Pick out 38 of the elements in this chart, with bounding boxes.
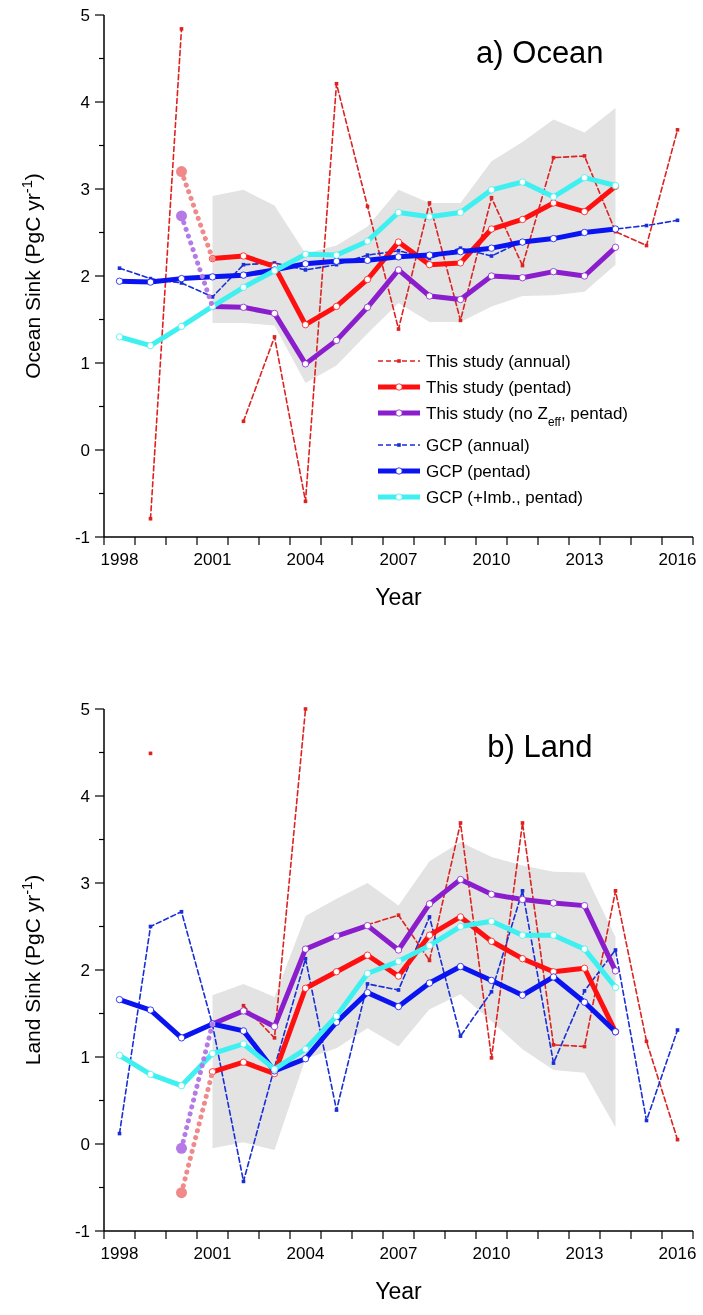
y-tick-label: 2 (80, 960, 90, 980)
x-tick-label: 2013 (565, 1244, 604, 1263)
y-tick-label: 2 (80, 266, 90, 286)
y-tick-label: 5 (80, 5, 90, 25)
x-tick-label: 2004 (286, 1244, 325, 1263)
x-tick-label: 2001 (193, 1244, 232, 1263)
legend-label: GCP (+Imb., pentad) (426, 487, 584, 507)
legend-label: This study (no Z$_{eff}$, pentad) (426, 403, 628, 429)
y-tick-label: 3 (80, 873, 90, 893)
x-axis-title: Year (375, 584, 423, 610)
text: a) Ocean (476, 35, 604, 70)
x-tick-label: 2010 (472, 1244, 511, 1263)
y-tick-label: 0 (80, 440, 90, 460)
x-axis-title: Year (375, 1278, 423, 1304)
legend-label: This study (pentad) (426, 377, 572, 397)
y-tick-label: 3 (80, 179, 90, 199)
legend-label: GCP (annual) (426, 435, 530, 455)
y-tick-label: 4 (80, 786, 90, 806)
y-tick-label: 1 (80, 353, 90, 373)
x-tick-label: 2007 (379, 550, 418, 569)
y-tick-label: -1 (74, 527, 90, 547)
x-tick-label: 2001 (193, 550, 232, 569)
x-tick-label: 1998 (100, 550, 139, 569)
x-tick-label: 2010 (472, 550, 511, 569)
x-tick-label: 2004 (286, 550, 325, 569)
x-tick-label: 2016 (658, 550, 697, 569)
legend-label: GCP (pentad) (426, 461, 531, 481)
x-tick-label: 2007 (379, 1244, 418, 1263)
legend-label: This study (annual) (426, 351, 571, 371)
y-tick-label: 5 (80, 699, 90, 719)
y-tick-label: 1 (80, 1047, 90, 1067)
text: b) Land (487, 729, 593, 764)
y-tick-label: 0 (80, 1134, 90, 1154)
x-tick-label: 1998 (100, 1244, 139, 1263)
y-tick-label: 4 (80, 92, 90, 112)
x-tick-label: 2013 (565, 550, 604, 569)
y-tick-label: -1 (74, 1221, 90, 1241)
x-tick-label: 2016 (658, 1244, 697, 1263)
